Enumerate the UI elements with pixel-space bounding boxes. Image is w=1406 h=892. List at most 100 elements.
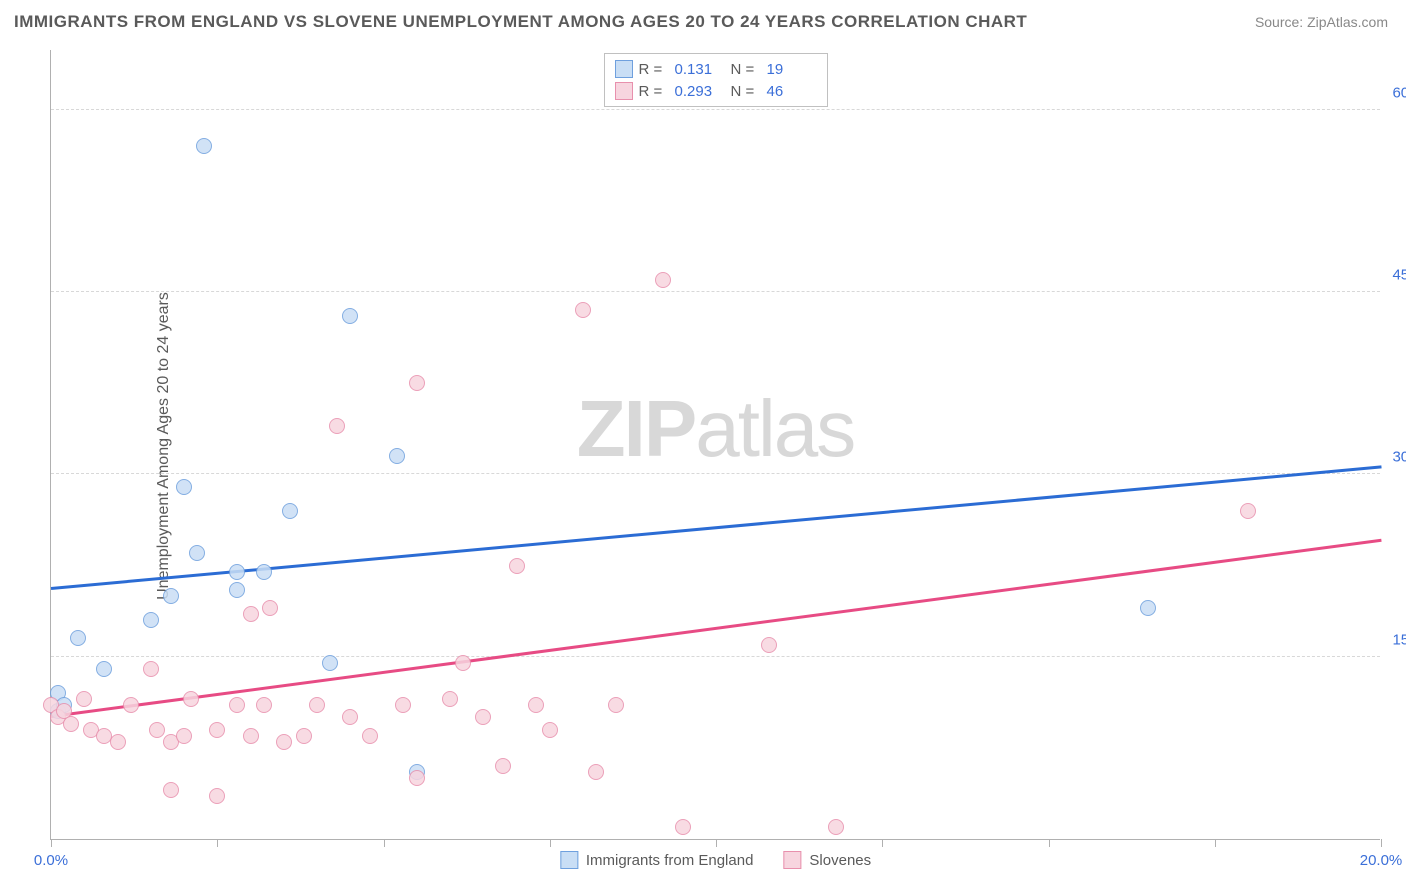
data-point xyxy=(256,564,272,580)
data-point xyxy=(342,709,358,725)
gridline xyxy=(51,473,1380,474)
data-point xyxy=(475,709,491,725)
data-point xyxy=(209,722,225,738)
data-point xyxy=(70,630,86,646)
data-point xyxy=(322,655,338,671)
x-tick xyxy=(550,839,551,847)
data-point xyxy=(209,788,225,804)
data-point xyxy=(149,722,165,738)
data-point xyxy=(76,691,92,707)
correlation-legend: R = 0.131 N = 19 R = 0.293 N = 46 xyxy=(604,53,828,107)
plot-area: ZIPatlas R = 0.131 N = 19 R = 0.293 N = … xyxy=(50,50,1380,840)
data-point xyxy=(262,600,278,616)
x-tick xyxy=(1049,839,1050,847)
legend-item: Slovenes xyxy=(783,851,871,869)
data-point xyxy=(163,588,179,604)
data-point xyxy=(1240,503,1256,519)
data-point xyxy=(229,582,245,598)
data-point xyxy=(409,375,425,391)
data-point xyxy=(409,770,425,786)
x-tick-label: 0.0% xyxy=(34,852,68,869)
data-point xyxy=(362,728,378,744)
legend-row-england: R = 0.131 N = 19 xyxy=(615,58,817,80)
data-point xyxy=(276,734,292,750)
data-point xyxy=(189,545,205,561)
legend-label: Slovenes xyxy=(809,852,871,869)
r-label: R = xyxy=(639,61,669,78)
data-point xyxy=(455,655,471,671)
data-point xyxy=(395,697,411,713)
data-point xyxy=(256,697,272,713)
data-point xyxy=(176,728,192,744)
gridline xyxy=(51,291,1380,292)
r-value: 0.131 xyxy=(675,61,725,78)
n-value: 19 xyxy=(767,61,817,78)
y-tick-label: 45.0% xyxy=(1392,267,1406,284)
data-point xyxy=(296,728,312,744)
data-point xyxy=(163,782,179,798)
data-point xyxy=(495,758,511,774)
watermark-rest: atlas xyxy=(695,384,854,473)
chart-title: IMMIGRANTS FROM ENGLAND VS SLOVENE UNEMP… xyxy=(14,12,1027,32)
data-point xyxy=(96,661,112,677)
x-tick xyxy=(716,839,717,847)
trend-line xyxy=(51,466,1381,590)
data-point xyxy=(243,606,259,622)
data-point xyxy=(63,716,79,732)
series-legend: Immigrants from England Slovenes xyxy=(560,851,871,869)
source-label: Source: ZipAtlas.com xyxy=(1255,14,1388,30)
data-point xyxy=(761,637,777,653)
watermark-bold: ZIP xyxy=(577,384,695,473)
data-point xyxy=(110,734,126,750)
data-point xyxy=(675,819,691,835)
x-tick xyxy=(882,839,883,847)
legend-label: Immigrants from England xyxy=(586,852,754,869)
data-point xyxy=(655,272,671,288)
n-value: 46 xyxy=(767,83,817,100)
data-point xyxy=(243,728,259,744)
data-point xyxy=(282,503,298,519)
y-tick-label: 15.0% xyxy=(1392,631,1406,648)
gridline xyxy=(51,656,1380,657)
n-label: N = xyxy=(731,83,761,100)
data-point xyxy=(509,558,525,574)
r-label: R = xyxy=(639,83,669,100)
data-point xyxy=(229,697,245,713)
legend-row-slovenes: R = 0.293 N = 46 xyxy=(615,80,817,102)
data-point xyxy=(229,564,245,580)
data-point xyxy=(183,691,199,707)
data-point xyxy=(608,697,624,713)
data-point xyxy=(542,722,558,738)
data-point xyxy=(342,308,358,324)
n-label: N = xyxy=(731,61,761,78)
trend-line xyxy=(51,539,1381,718)
swatch-icon xyxy=(615,82,633,100)
data-point xyxy=(143,661,159,677)
data-point xyxy=(329,418,345,434)
data-point xyxy=(828,819,844,835)
swatch-icon xyxy=(560,851,578,869)
x-tick xyxy=(51,839,52,847)
data-point xyxy=(176,479,192,495)
data-point xyxy=(196,138,212,154)
x-tick xyxy=(1215,839,1216,847)
data-point xyxy=(143,612,159,628)
data-point xyxy=(528,697,544,713)
gridline xyxy=(51,109,1380,110)
watermark: ZIPatlas xyxy=(577,383,854,475)
data-point xyxy=(442,691,458,707)
data-point xyxy=(123,697,139,713)
data-point xyxy=(575,302,591,318)
swatch-icon xyxy=(615,60,633,78)
data-point xyxy=(588,764,604,780)
data-point xyxy=(309,697,325,713)
y-tick-label: 60.0% xyxy=(1392,84,1406,101)
legend-item: Immigrants from England xyxy=(560,851,754,869)
data-point xyxy=(389,448,405,464)
x-tick xyxy=(1381,839,1382,847)
x-tick xyxy=(217,839,218,847)
x-tick-label: 20.0% xyxy=(1360,852,1403,869)
swatch-icon xyxy=(783,851,801,869)
x-tick xyxy=(384,839,385,847)
data-point xyxy=(1140,600,1156,616)
